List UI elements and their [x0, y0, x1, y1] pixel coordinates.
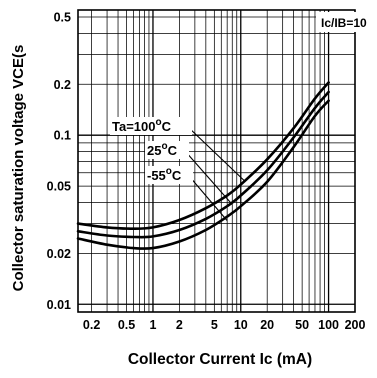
x-tick-label: 2: [176, 318, 183, 332]
x-tick-label: 1: [149, 318, 156, 332]
series-label-bg-1: [145, 141, 189, 159]
y-tick-label: 0.5: [54, 10, 71, 24]
series-line-2: [76, 99, 330, 250]
series-label-1: 25oC: [147, 141, 178, 158]
y-tick-label: 0.05: [47, 180, 71, 194]
series-label-2: -55oC: [147, 166, 182, 183]
leader-line-2: [188, 175, 228, 221]
curves: [76, 81, 330, 250]
series-line-1: [76, 90, 330, 239]
y-tick-label: 0.02: [47, 247, 71, 261]
x-tick-label: 200: [345, 318, 366, 332]
series-label-main: -55: [147, 168, 166, 183]
series-label-main: 25: [147, 143, 161, 158]
leader-lines: [184, 126, 245, 221]
series-label-unit: C: [162, 119, 172, 134]
y-tick-label: 0.1: [54, 129, 71, 143]
x-axis-label: Collector Current Ic (mA): [128, 351, 312, 368]
y-tick-label: 0.01: [47, 298, 71, 312]
x-tick-label: 20: [260, 318, 274, 332]
x-tick-label: 100: [318, 318, 339, 332]
series-label-degree: o: [156, 117, 162, 128]
grid-lines: [78, 10, 356, 313]
x-tick-labels: 0.2 0.5 1 2 5 10 20 50 100 200: [83, 318, 366, 332]
series-label-0: Ta=100oC: [112, 117, 172, 134]
series-line-0: [76, 81, 330, 231]
series-label-degree: o: [166, 166, 172, 177]
series-label-unit: C: [172, 168, 182, 183]
x-tick-label: 0.5: [118, 318, 135, 332]
series-label-unit: C: [168, 143, 178, 158]
leader-line-0: [187, 126, 245, 182]
condition-label-bg: [316, 12, 372, 32]
leader-line-1: [184, 150, 233, 205]
x-tick-label: 50: [295, 318, 309, 332]
plot-frame: [77, 9, 356, 313]
series-label-degree: o: [161, 141, 167, 152]
series-label-main: Ta=100: [112, 119, 156, 134]
x-tick-label: 0.2: [83, 318, 100, 332]
y-axis-label: Collector saturation voltage VCE(s: [10, 45, 27, 292]
series-label-bg-0: [110, 117, 192, 135]
x-tick-label: 5: [211, 318, 218, 332]
y-tick-labels: 0.01 0.02 0.05 0.1 0.2 0.5: [47, 10, 71, 311]
series-label-bg-2: [145, 166, 193, 184]
x-tick-label: 10: [234, 318, 248, 332]
y-tick-label: 0.2: [54, 78, 71, 92]
condition-label: Ic/IB=10: [321, 16, 367, 30]
